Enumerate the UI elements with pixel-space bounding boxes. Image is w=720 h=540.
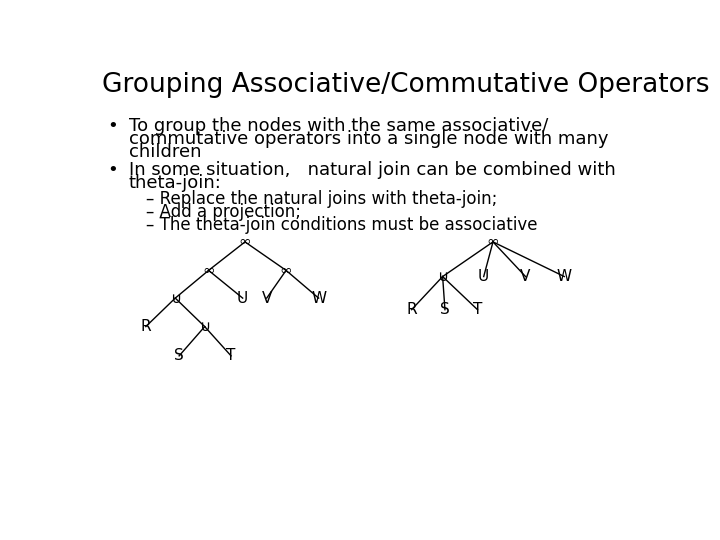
Text: theta-join:: theta-join: [129, 174, 222, 192]
Text: children: children [129, 143, 202, 161]
Text: W: W [557, 269, 572, 284]
Text: R: R [140, 319, 151, 334]
Text: W: W [311, 291, 326, 306]
Text: V: V [261, 291, 272, 306]
Text: – Add a projection;: – Add a projection; [145, 202, 301, 221]
Text: U: U [237, 291, 248, 306]
Text: R: R [406, 302, 417, 317]
Text: ∪: ∪ [199, 319, 210, 334]
Text: – Replace the natural joins with theta-join;: – Replace the natural joins with theta-j… [145, 190, 498, 207]
Text: V: V [521, 269, 531, 284]
Text: – The theta-join conditions must be associative: – The theta-join conditions must be asso… [145, 215, 537, 234]
Text: In some situation,   natural join can be combined with: In some situation, natural join can be c… [129, 161, 616, 179]
Text: T: T [226, 348, 235, 363]
Text: S: S [440, 302, 450, 317]
Text: ∞: ∞ [202, 263, 215, 278]
Text: To group the nodes with the same associative/: To group the nodes with the same associa… [129, 117, 548, 135]
Text: commutative operators into a single node with many: commutative operators into a single node… [129, 130, 608, 148]
Text: S: S [174, 348, 184, 363]
Text: ∪: ∪ [437, 269, 448, 284]
Text: U: U [478, 269, 490, 284]
Text: Grouping Associative/Commutative Operators: Grouping Associative/Commutative Operato… [102, 72, 709, 98]
Text: ∞: ∞ [279, 263, 292, 278]
Text: ∞: ∞ [238, 234, 251, 249]
Text: T: T [473, 302, 482, 317]
Text: ∞: ∞ [487, 234, 500, 249]
Text: •: • [107, 117, 118, 135]
Text: •: • [107, 161, 118, 179]
Text: ∪: ∪ [170, 291, 181, 306]
